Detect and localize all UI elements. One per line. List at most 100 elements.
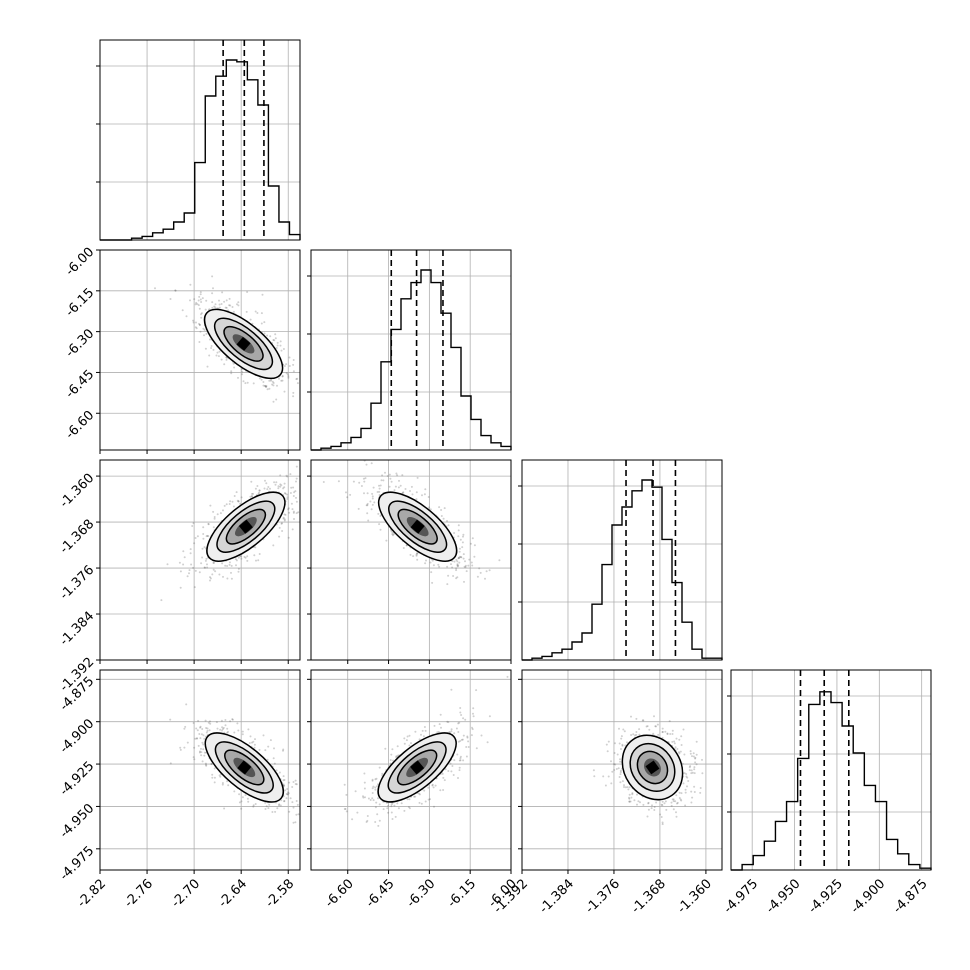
sample-point [695,740,698,743]
sample-point [279,485,282,488]
sample-point [472,715,475,718]
sample-point [424,800,427,803]
sample-point [266,388,269,391]
sample-point [271,383,274,386]
sample-point [231,306,234,308]
sample-point [197,719,200,722]
sample-point [635,731,638,733]
sample-point [634,734,636,737]
sample-point [252,492,255,495]
sample-point [618,776,621,778]
sample-point [215,721,218,724]
sample-point [216,727,219,730]
sample-point [249,735,252,738]
sample-point [381,772,384,775]
sample-point [619,758,621,761]
contour-2 [224,749,265,786]
sample-point [228,297,231,300]
density-panel-0-2 [96,459,304,664]
sample-point [390,530,393,532]
sample-point [484,577,486,580]
sample-point [693,785,696,788]
axes-frame [521,669,723,871]
sample-point [680,799,683,802]
density-peak [645,760,660,775]
sample-point [674,800,677,803]
sample-point [414,730,417,733]
sample-point [198,307,201,310]
sample-point [203,751,206,754]
sample-point [459,755,462,758]
sample-point [694,761,697,764]
sample-point [257,492,260,495]
sample-point [210,347,213,349]
sample-point [672,808,675,811]
sample-point [222,509,224,512]
sample-point [289,797,292,800]
sample-point [429,508,432,511]
sample-point [452,575,455,577]
sample-point [304,813,306,815]
sample-point [440,726,442,729]
sample-point [238,801,241,804]
sample-point [204,566,206,569]
sample-point [687,780,690,782]
sample-point [417,792,420,795]
sample-point [682,728,685,731]
sample-point [198,571,201,574]
sample-point [295,800,298,802]
sample-point [268,803,271,806]
sample-point [258,489,261,492]
sample-point [302,492,304,494]
sample-point [231,718,234,721]
sample-point [292,511,295,514]
sample-point [210,762,213,765]
sample-point [384,747,387,750]
sample-point [411,493,414,496]
sample-point [200,312,203,315]
sample-point [458,721,461,724]
sample-point [226,577,229,580]
sample-point [273,481,276,484]
sample-point [279,474,282,477]
sample-point [363,772,366,775]
sample-point [240,555,243,558]
sample-point [199,330,202,333]
sample-point [267,486,270,488]
sample-point [212,510,215,513]
sample-point [473,555,476,558]
sample-point [322,481,325,483]
sample-point [203,334,205,337]
sample-point [274,333,277,336]
sample-point [636,793,638,796]
sample-point [295,500,298,503]
sample-point [391,748,394,751]
sample-point [283,486,286,489]
sample-point [247,728,250,731]
sample-point [613,763,615,766]
sample-point [203,546,206,549]
sample-point [284,492,287,495]
sample-point [295,813,298,816]
sample-point [286,493,289,496]
sample-point [226,727,229,730]
sample-point [467,564,470,567]
sample-point [648,728,651,731]
sample-point [693,791,696,793]
sample-point [457,557,460,560]
sample-point [459,538,462,541]
sample-point [285,797,288,800]
sample-point [193,298,196,301]
sample-point [462,759,465,762]
sample-point [209,577,212,580]
sample-point [229,304,232,307]
sample-point [675,737,678,740]
y-tick-label: -4.900 [57,716,97,756]
sample-point [232,505,235,508]
sample-point [291,786,294,788]
sample-point [363,781,366,784]
sample-point [255,559,257,562]
sample-point [198,295,201,298]
sample-point [685,773,688,775]
sample-point [664,730,667,733]
